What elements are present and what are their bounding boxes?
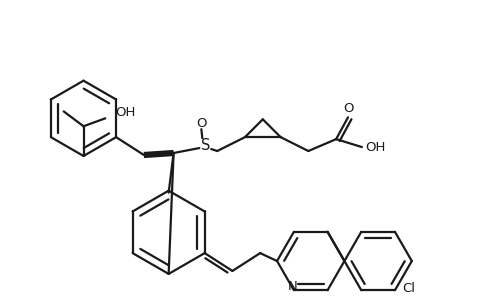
Text: S: S (200, 138, 210, 152)
Text: O: O (343, 102, 353, 115)
Text: OH: OH (115, 106, 136, 119)
Text: Cl: Cl (402, 282, 415, 295)
Text: OH: OH (366, 140, 386, 154)
Text: N: N (288, 280, 298, 293)
Text: O: O (196, 117, 206, 130)
